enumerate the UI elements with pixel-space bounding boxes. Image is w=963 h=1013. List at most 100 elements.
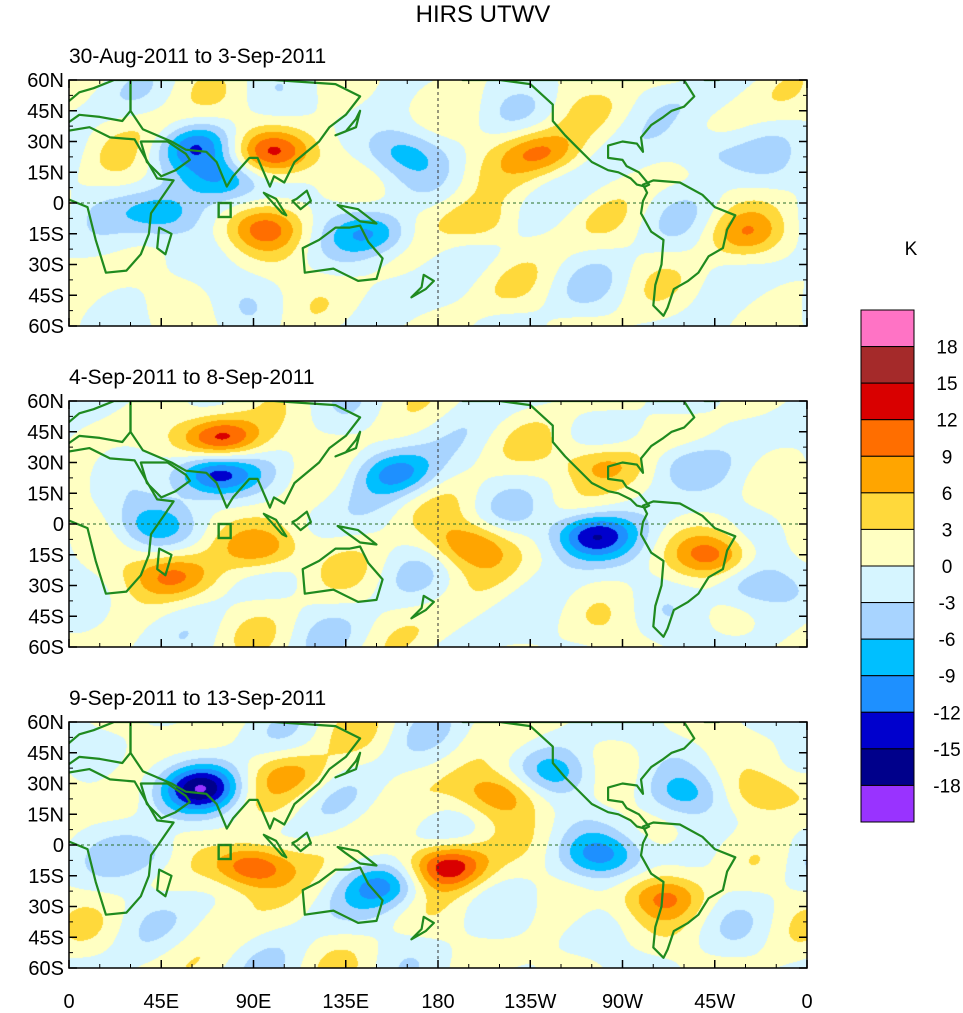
colorbar-level-label: 15 (936, 374, 957, 395)
coastlines (69, 401, 737, 638)
coastline-asia (129, 401, 362, 509)
coastline-borneo (291, 189, 312, 211)
colorbar-swatch (860, 602, 915, 640)
lat-label: 0 (53, 514, 64, 536)
lat-label: 45N (27, 422, 64, 444)
lon-label: 0 (801, 991, 812, 1013)
coastline-arabia (139, 140, 191, 178)
lat-label: 0 (53, 835, 64, 857)
coastline-greenland (702, 80, 721, 82)
coastline-australia (301, 545, 384, 604)
coastline-nz (410, 273, 435, 299)
coastline-greenland (702, 401, 721, 403)
coastline-arabia (139, 461, 191, 499)
colorbar-swatch (860, 565, 915, 604)
lat-label: 15S (28, 545, 64, 567)
coastline-samerica (639, 821, 737, 959)
colorbar-level-label: 0 (942, 557, 953, 578)
lon-label: 45E (143, 991, 179, 1013)
coastline-asia (129, 80, 362, 188)
coastline-europe (69, 401, 132, 445)
coastline-nz (410, 594, 435, 620)
coastline-sumatra (262, 191, 288, 217)
coastline-namerica (461, 401, 696, 509)
colorbar-swatch (860, 346, 915, 384)
lat-label: 30N (27, 453, 64, 475)
lat-label: 15S (28, 866, 64, 888)
lat-label: 15N (27, 162, 64, 184)
coastline-australia (301, 224, 384, 282)
lat-label: 30S (28, 897, 64, 919)
coastline-newguinea (336, 524, 378, 546)
colorbar-swatch (860, 309, 915, 348)
lat-label: 45S (28, 927, 64, 949)
coastline-newguinea (336, 845, 378, 867)
colorbar-swatch (860, 492, 915, 530)
colorbar-swatch (860, 528, 915, 567)
coastline-japan (334, 751, 362, 779)
region-box (217, 201, 232, 219)
coastline-australia (301, 866, 384, 925)
lat-label: 15N (27, 483, 64, 505)
longitude-axis: 0 45E 90E 135E 180 135W 90W 45W 0 (63, 991, 812, 1013)
coastline-europe (69, 722, 132, 766)
colorbar-swatch (860, 675, 915, 713)
lat-label: 30N (27, 774, 64, 796)
coastline-africa (69, 767, 175, 916)
lat-label: 60N (27, 712, 64, 734)
lat-label: 45S (28, 285, 64, 307)
lon-label: 180 (421, 991, 454, 1013)
colorbar-level-label: 18 (936, 338, 957, 359)
lat-label: 45N (27, 101, 64, 123)
coastline-africa (69, 447, 175, 595)
coastline-africa (69, 126, 175, 274)
lon-label: 90W (602, 991, 643, 1013)
lat-label: 45S (28, 606, 64, 628)
lon-label: 135W (504, 991, 556, 1013)
coastline-sumatra (262, 512, 288, 538)
panels-group: 30-Aug-2011 to 3-Sep-201160N45N30N15N015… (27, 45, 808, 980)
coastline-samerica (639, 179, 737, 317)
coastline-greenland (702, 722, 721, 724)
coastline-madagascar (156, 868, 173, 898)
coastline-borneo (291, 831, 312, 853)
lat-label: 60S (28, 958, 64, 980)
colorbar-level-label: -18 (933, 776, 960, 797)
lat-label: 45N (27, 743, 64, 765)
panel-title: 4-Sep-2011 to 8-Sep-2011 (69, 366, 315, 389)
coastline-japan (334, 109, 362, 137)
colorbar-swatch (860, 382, 915, 421)
lat-label: 15S (28, 224, 64, 246)
coastline-samerica (639, 500, 737, 638)
colorbar-swatch (860, 748, 915, 786)
colorbar: 18 15 12 9 6 3 0 -3 -6 -9 -12 -15 -18 K (860, 239, 961, 823)
lon-label: 0 (63, 991, 74, 1013)
colorbar-level-label: -9 (939, 667, 956, 688)
lat-label: 0 (53, 193, 64, 215)
region-box (217, 522, 232, 540)
coastline-sumatra (262, 833, 288, 859)
lat-label: 60N (27, 70, 64, 92)
colorbar-level-label: -15 (933, 740, 960, 761)
coastline-newguinea (336, 204, 378, 225)
coastline-arabia (139, 782, 191, 820)
colorbar-level-label: 12 (936, 411, 957, 432)
coastline-madagascar (156, 547, 173, 577)
coastlines (69, 722, 737, 959)
figure-title: HIRS UTWV (416, 1, 551, 28)
lat-label: 60S (28, 316, 64, 338)
panel-title: 30-Aug-2011 to 3-Sep-2011 (69, 45, 326, 68)
lon-label: 45W (694, 991, 735, 1013)
panel-title: 9-Sep-2011 to 13-Sep-2011 (69, 687, 326, 710)
colorbar-level-label: -3 (939, 594, 956, 615)
colorbar-level-label: -12 (933, 703, 960, 724)
colorbar-level-label: 6 (942, 484, 953, 505)
colorbar-swatch (860, 419, 915, 457)
region-box (217, 843, 232, 861)
colorbar-swatch (860, 784, 915, 823)
colorbar-swatch (860, 455, 915, 494)
